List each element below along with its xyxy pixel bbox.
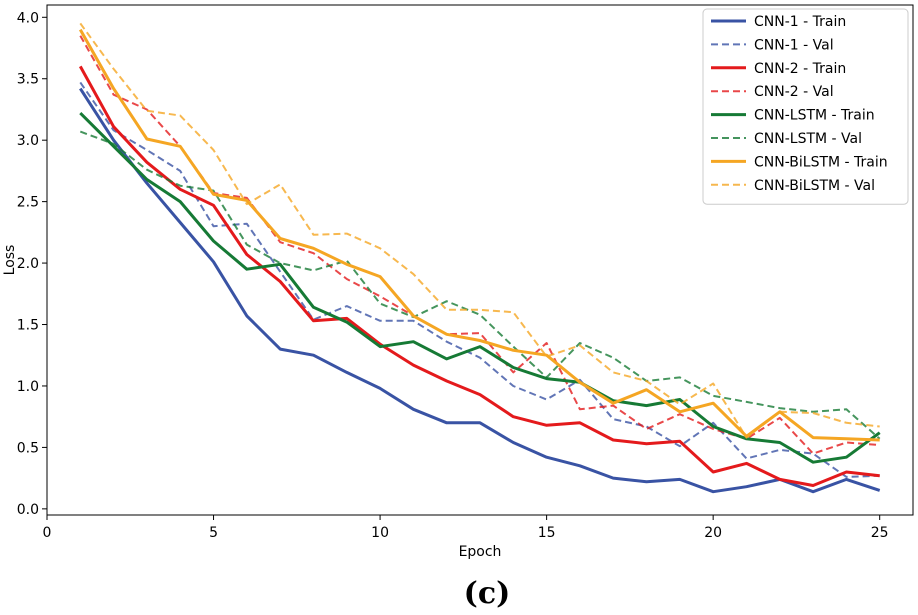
x-axis: 0 5 10 15 20 25 bbox=[43, 515, 889, 541]
legend-label: CNN-LSTM - Val bbox=[754, 131, 862, 147]
legend-label: CNN-BiLSTM - Train bbox=[754, 154, 888, 170]
legend-label: CNN-2 - Val bbox=[754, 84, 834, 100]
series-line-cnn-1-val bbox=[79, 81, 880, 478]
y-tick-label: 2.5 bbox=[17, 195, 39, 211]
x-tick-label: 10 bbox=[371, 525, 389, 541]
x-tick-label: 0 bbox=[43, 525, 52, 541]
y-axis: 0.0 0.5 1.0 1.5 2.0 2.5 3.0 3.5 4.0 bbox=[17, 10, 47, 518]
x-axis-title: Epoch bbox=[459, 544, 502, 560]
x-tick-label: 20 bbox=[704, 525, 722, 541]
legend-label: CNN-2 - Train bbox=[754, 61, 846, 77]
legend: CNN-1 - Train CNN-1 - Val CNN-2 - Train CNN… bbox=[702, 8, 909, 205]
y-tick-label: 4.0 bbox=[17, 10, 39, 26]
series-line-cnn-lstm-val bbox=[79, 130, 881, 440]
legend-label: CNN-LSTM - Train bbox=[754, 108, 875, 124]
y-tick-label: 2.0 bbox=[17, 256, 39, 272]
y-tick-label: 0.0 bbox=[17, 502, 39, 518]
x-tick-label: 15 bbox=[538, 525, 556, 541]
y-tick-label: 1.5 bbox=[17, 318, 39, 334]
legend-box bbox=[702, 8, 909, 205]
y-tick-label: 1.0 bbox=[17, 379, 39, 395]
x-tick-label: 5 bbox=[209, 525, 218, 541]
figure-caption: (c) bbox=[464, 576, 511, 611]
plot-area-frame bbox=[46, 4, 914, 516]
series-line-cnn-1-train bbox=[79, 87, 881, 494]
series-line-cnn-lstm-train bbox=[79, 112, 881, 464]
y-tick-label: 3.0 bbox=[17, 133, 39, 149]
x-tick-label: 25 bbox=[871, 525, 889, 541]
series-lines bbox=[78, 22, 881, 494]
series-line-cnn-2-train bbox=[78, 65, 880, 487]
y-tick-label: 0.5 bbox=[17, 440, 39, 456]
series-line-cnn-bilstm-val bbox=[79, 22, 880, 439]
legend-label: CNN-1 - Train bbox=[754, 14, 846, 30]
y-axis-title: Loss bbox=[2, 245, 18, 276]
y-tick-label: 3.5 bbox=[17, 72, 39, 88]
legend-label: CNN-BiLSTM - Val bbox=[754, 178, 875, 194]
legend-label: CNN-1 - Val bbox=[754, 37, 834, 53]
